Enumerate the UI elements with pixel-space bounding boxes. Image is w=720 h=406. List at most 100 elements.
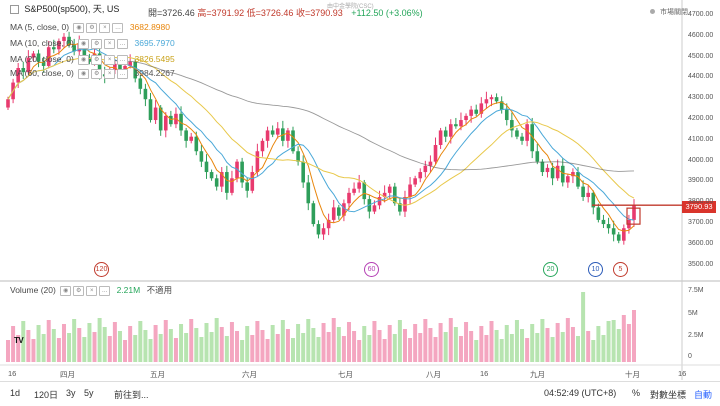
candle-body: [601, 219, 606, 225]
volume-bar: [11, 326, 16, 362]
candle-body: [46, 47, 51, 66]
candle-body: [596, 207, 601, 220]
volume-bar: [499, 339, 504, 362]
watermark: 由中金學院(CSC): [327, 4, 374, 10]
candle-body: [479, 103, 484, 114]
volume-bar: [632, 310, 636, 362]
volume-bar: [184, 333, 189, 362]
price-tick-label: 3700.00: [688, 219, 714, 227]
close-icon[interactable]: ×: [104, 38, 116, 49]
volume-tick-label: 5M: [688, 310, 698, 317]
price-tick-label: 4000.00: [688, 156, 714, 164]
volume-bar: [36, 325, 41, 362]
eye-icon[interactable]: ◉: [78, 38, 90, 49]
candle-body: [163, 115, 168, 131]
price-tick-label: 4200.00: [688, 115, 714, 123]
volume-bar: [326, 332, 331, 362]
volume-bar: [107, 336, 112, 362]
volume-bar: [448, 318, 453, 362]
candle-body: [184, 130, 188, 141]
close-icon[interactable]: ×: [104, 54, 116, 65]
candle-body: [153, 107, 158, 121]
more-icon[interactable]: …: [112, 22, 124, 33]
volume-bar: [316, 337, 321, 362]
symbol-icon[interactable]: [10, 5, 19, 15]
volume-bar: [545, 328, 550, 362]
settings-icon[interactable]: ⚙: [73, 285, 85, 296]
volume-bar: [346, 322, 351, 362]
indicator-row-ma10[interactable]: MA (10, close, 0) ◉ ⚙ ×… 3695.7970: [10, 38, 175, 49]
volume-bar: [16, 335, 21, 362]
settings-icon[interactable]: ⚙: [86, 22, 98, 33]
more-icon[interactable]: …: [99, 285, 111, 296]
volume-bar: [117, 331, 122, 362]
settings-icon[interactable]: ⚙: [91, 68, 103, 79]
close-icon[interactable]: ×: [86, 285, 98, 296]
volume-bar: [565, 318, 570, 362]
candle-body: [377, 197, 382, 206]
range-button-1d[interactable]: 1d: [10, 388, 21, 398]
volume-bar: [570, 327, 575, 362]
indicator-row-ma20[interactable]: MA (20, close, 0) ◉ ⚙ ×… 3826.5495: [10, 54, 175, 65]
indicator-row-ma60[interactable]: MA (60, close, 0) ◉ ⚙ ×… 3984.2267: [10, 68, 175, 79]
candle-body: [357, 182, 361, 189]
candle-body: [372, 205, 377, 212]
more-icon[interactable]: …: [117, 38, 129, 49]
close-icon[interactable]: ×: [104, 68, 116, 79]
range-button-3y[interactable]: 3y: [66, 388, 76, 398]
goto-button[interactable]: 前往到...: [114, 390, 149, 400]
volume-tick-label: 0: [688, 353, 692, 360]
price-tick-label: 4100.00: [688, 135, 714, 143]
volume-bar: [606, 321, 611, 362]
range-button-120d[interactable]: 120日: [34, 390, 59, 400]
candle-body: [143, 88, 148, 100]
volume-bar: [229, 322, 234, 362]
candle-body: [296, 151, 300, 162]
candle-body: [504, 109, 509, 121]
volume-bar: [540, 319, 545, 362]
settings-icon[interactable]: ⚙: [91, 38, 103, 49]
ma5-line: [7, 42, 635, 232]
candle-body: [515, 130, 519, 137]
indicator-row-ma5[interactable]: MA (5, close, 0) ◉ ⚙ ×… 3682.8980: [10, 22, 170, 33]
candle-body: [520, 136, 524, 141]
range-button-5y[interactable]: 5y: [84, 388, 94, 398]
settings-icon[interactable]: ⚙: [91, 54, 103, 65]
volume-bar: [163, 320, 168, 362]
volume-bar: [123, 340, 128, 362]
last-price-tag: 3790.93: [682, 201, 716, 213]
time-tick-label: 16: [678, 369, 687, 378]
symbol-label[interactable]: S&P500(sp500), 天, US: [24, 4, 120, 14]
clock-readout[interactable]: 04:52:49 (UTC+8): [544, 388, 617, 398]
eye-icon[interactable]: ◉: [73, 22, 85, 33]
candle-body: [403, 197, 407, 212]
auto-scale-toggle[interactable]: 自動: [694, 390, 713, 400]
candle-body: [362, 182, 367, 200]
close-icon[interactable]: ×: [99, 22, 111, 33]
time-tick-label: 16: [480, 369, 489, 378]
eye-icon[interactable]: ◉: [78, 54, 90, 65]
candle-body: [179, 113, 183, 131]
log-scale-toggle[interactable]: 對數坐標: [650, 390, 687, 400]
candle-body: [392, 186, 397, 204]
tradingview-logo[interactable]: TV: [14, 336, 24, 345]
volume-bar: [514, 320, 519, 362]
candle-body: [209, 172, 214, 179]
eye-icon[interactable]: ◉: [78, 68, 90, 79]
volume-bar: [428, 328, 433, 362]
volume-bar: [601, 335, 606, 362]
symbol-row[interactable]: S&P500(sp500), 天, US: [10, 4, 119, 15]
eye-icon[interactable]: ◉: [60, 285, 72, 296]
volume-bar: [214, 318, 219, 362]
more-icon[interactable]: …: [117, 68, 129, 79]
price-tick-label: 4300.00: [688, 94, 714, 102]
more-icon[interactable]: …: [117, 54, 129, 65]
candle-body: [459, 120, 463, 127]
volume-bar: [158, 334, 163, 362]
volume-legend[interactable]: Volume (20) ◉ ⚙ ×… 2.21M 不適用: [10, 285, 173, 296]
candle-body: [484, 99, 489, 104]
percent-toggle[interactable]: %: [632, 388, 641, 398]
price-chart[interactable]: [0, 0, 720, 381]
candle-body: [62, 36, 66, 41]
volume-bar: [382, 339, 387, 362]
